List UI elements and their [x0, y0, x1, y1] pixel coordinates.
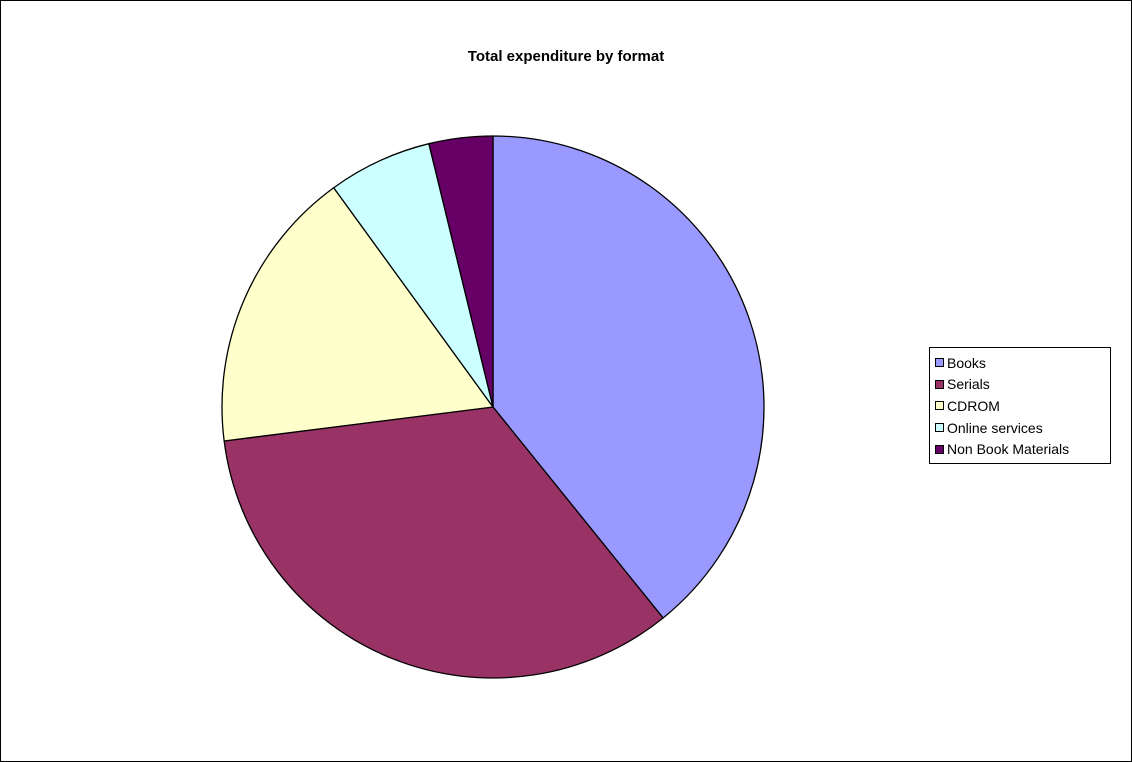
legend-item-non-book-materials: Non Book Materials: [930, 438, 1110, 460]
legend-item-cdrom: CDROM: [930, 395, 1110, 417]
legend-swatch-books: [935, 358, 944, 367]
legend-swatch-non-book-materials: [935, 445, 944, 454]
legend-label-non-book-materials: Non Book Materials: [947, 441, 1069, 457]
legend-label-online-services: Online services: [947, 420, 1043, 436]
legend-label-cdrom: CDROM: [947, 398, 1000, 414]
legend-label-serials: Serials: [947, 376, 990, 392]
legend-item-books: Books: [930, 352, 1110, 374]
legend-item-online-services: Online services: [930, 417, 1110, 439]
legend-label-books: Books: [947, 355, 986, 371]
legend-swatch-online-services: [935, 423, 944, 432]
legend-item-serials: Serials: [930, 374, 1110, 396]
legend-swatch-serials: [935, 380, 944, 389]
chart-legend: Books Serials CDROM Online services Non Book…: [929, 347, 1111, 464]
legend-swatch-cdrom: [935, 401, 944, 410]
